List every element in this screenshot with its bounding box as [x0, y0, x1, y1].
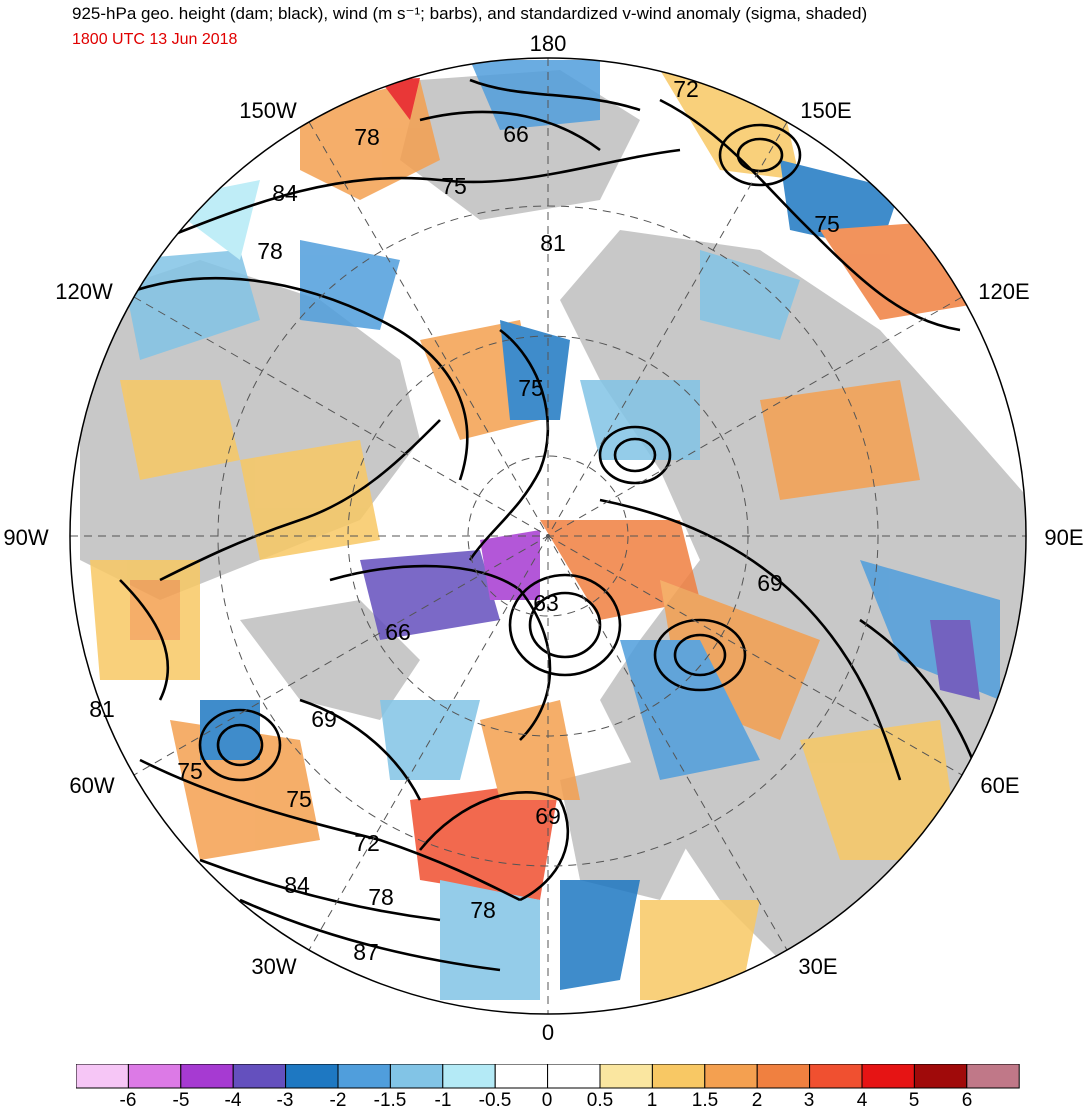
colorbar-bin — [966, 1064, 1020, 1089]
lon-label-60w: 60W — [69, 773, 114, 798]
colorbar-bin — [494, 1064, 549, 1089]
colorbar-bins — [76, 1064, 1020, 1089]
colorbar-bin — [809, 1064, 863, 1089]
contour-label: 81 — [540, 230, 566, 256]
contour-label: 69 — [535, 803, 561, 829]
colorbar-bin — [547, 1064, 601, 1089]
colorbar-bin — [232, 1064, 287, 1089]
contour-label: 75 — [518, 375, 544, 401]
colorbar-tick: -5 — [173, 1090, 190, 1110]
contour-label: 78 — [368, 884, 394, 910]
lon-label-120w: 120W — [55, 279, 113, 304]
polar-map: 180 150E 120E 90E 60E 30E 0 30W 60W 90W … — [3, 31, 1083, 1045]
contour-label: 66 — [385, 619, 411, 645]
contour-label: 84 — [272, 180, 298, 206]
contour-label: 63 — [533, 590, 559, 616]
colorbar-tick: -1.5 — [374, 1090, 407, 1110]
colorbar-tick: -4 — [225, 1090, 242, 1110]
contour-label: 69 — [757, 570, 783, 596]
colorbar-bin — [285, 1064, 339, 1089]
lon-label-150e: 150E — [800, 98, 851, 123]
lon-label-60e: 60E — [980, 773, 1019, 798]
height-contours — [109, 78, 982, 972]
colorbar-bin — [913, 1064, 968, 1089]
colorbar-bin — [756, 1064, 811, 1089]
colorbar-tick: 6 — [962, 1090, 973, 1110]
lon-label-90e: 90E — [1044, 525, 1083, 550]
contour-label: 84 — [284, 872, 310, 898]
contour-label: 78 — [470, 897, 496, 923]
contour-label: 78 — [257, 238, 283, 264]
map-fill-layer — [70, 58, 1026, 1014]
colorbar-tick: 1 — [647, 1090, 658, 1110]
colorbar-bin — [127, 1064, 182, 1089]
contour-label: 78 — [354, 124, 380, 150]
lon-label-180: 180 — [530, 31, 567, 56]
colorbar-bin — [442, 1064, 496, 1089]
colorbar-bin — [651, 1064, 706, 1089]
colorbar-tick: 2 — [752, 1090, 763, 1110]
colorbar-tick: 5 — [909, 1090, 920, 1110]
colorbar-bin — [76, 1064, 129, 1089]
lon-label-150w: 150W — [239, 98, 297, 123]
colorbar-tick: 1.5 — [692, 1090, 718, 1110]
colorbar-tick: -3 — [277, 1090, 294, 1110]
contour-label: 75 — [814, 211, 840, 237]
contour-label: 81 — [89, 696, 115, 722]
colorbar-tick: 0.5 — [587, 1090, 613, 1110]
lon-label-120e: 120E — [978, 279, 1029, 304]
contour-label: 75 — [441, 173, 467, 199]
colorbar-tick: -6 — [120, 1090, 137, 1110]
colorbar: -6 -5 -4 -3 -2 -1.5 -1 -0.5 0 0.5 1 1.5 … — [76, 1064, 1020, 1110]
colorbar-bin — [599, 1064, 653, 1089]
colorbar-tick: 4 — [857, 1090, 868, 1110]
contour-label: 69 — [311, 706, 337, 732]
colorbar-tick: 3 — [804, 1090, 815, 1110]
colorbar-bin — [389, 1064, 444, 1089]
lon-label-0: 0 — [542, 1020, 554, 1045]
longitude-labels: 180 150E 120E 90E 60E 30E 0 30W 60W 90W … — [3, 31, 1083, 1045]
lon-label-30w: 30W — [251, 954, 296, 979]
lon-label-30e: 30E — [798, 954, 837, 979]
valid-time: 1800 UTC 13 Jun 2018 — [72, 31, 238, 48]
contour-label: 87 — [353, 939, 379, 965]
graticule — [70, 58, 1026, 1014]
colorbar-bin — [180, 1064, 234, 1089]
colorbar-tick: 0 — [542, 1090, 553, 1110]
colorbar-tick: -1 — [435, 1090, 452, 1110]
contour-label: 75 — [177, 758, 203, 784]
contour-labels: 78 66 72 75 84 81 75 78 75 63 69 66 69 8… — [89, 76, 840, 965]
colorbar-bin — [337, 1064, 391, 1089]
contour-label: 72 — [354, 830, 380, 856]
figure-title: 925-hPa geo. height (dam; black), wind (… — [72, 4, 868, 23]
colorbar-bin — [704, 1064, 758, 1089]
colorbar-ticks: -6 -5 -4 -3 -2 -1.5 -1 -0.5 0 0.5 1 1.5 … — [120, 1090, 973, 1110]
map-boundary — [69, 57, 1027, 1015]
contour-label: 72 — [673, 76, 699, 102]
contour-label: 66 — [503, 121, 529, 147]
contour-label: 75 — [286, 786, 312, 812]
lon-label-90w: 90W — [3, 525, 48, 550]
colorbar-tick: -0.5 — [479, 1090, 512, 1110]
colorbar-tick: -2 — [330, 1090, 347, 1110]
colorbar-bin — [861, 1064, 915, 1089]
